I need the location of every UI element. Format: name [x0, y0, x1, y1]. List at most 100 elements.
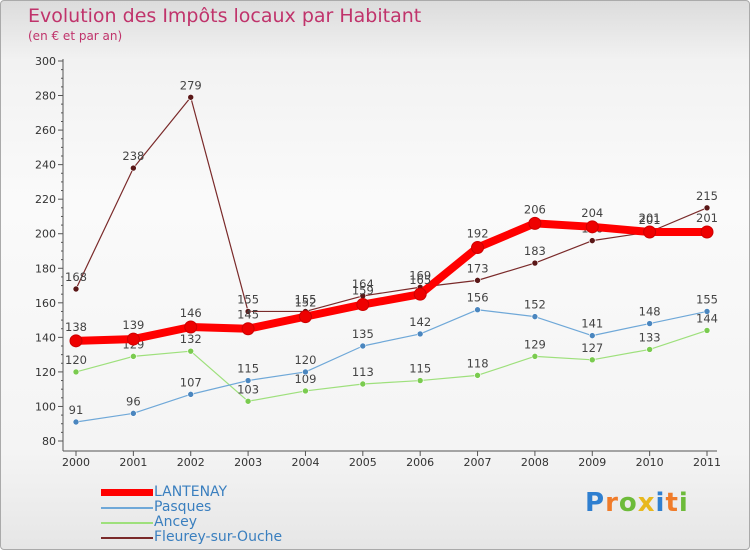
data-label-lantenay: 139 — [122, 318, 144, 332]
legend-swatch-lantenay — [101, 489, 153, 496]
data-point-lantenay — [700, 225, 714, 239]
x-tick-label: 2011 — [693, 456, 721, 469]
data-point-fleurey-sur-ouche — [187, 93, 195, 101]
data-label-fleurey-sur-ouche: 238 — [122, 149, 144, 163]
y-tick-label: 180 — [35, 262, 56, 275]
data-label-lantenay: 145 — [237, 308, 259, 322]
y-tick-label: 280 — [35, 90, 56, 103]
legend-label-lantenay: LANTENAY — [154, 484, 228, 500]
data-point-pasques — [646, 320, 653, 327]
legend-label-pasques: Pasques — [154, 499, 212, 515]
y-tick-label: 240 — [35, 159, 56, 172]
data-label-fleurey-sur-ouche: 168 — [65, 270, 87, 284]
data-label-lantenay: 192 — [467, 227, 489, 241]
data-point-ancey — [187, 347, 195, 355]
data-label-pasques: 107 — [180, 375, 202, 389]
data-label-ancey: 103 — [237, 382, 259, 396]
data-point-fleurey-sur-ouche — [474, 277, 481, 284]
data-label-ancey: 118 — [467, 356, 489, 370]
data-point-pasques — [359, 342, 367, 350]
data-label-lantenay: 206 — [524, 202, 546, 216]
data-point-lantenay — [241, 322, 255, 336]
data-label-ancey: 133 — [639, 330, 661, 344]
data-label-fleurey-sur-ouche: 155 — [294, 292, 316, 306]
chart-subtitle: (en € et par an) — [28, 29, 123, 43]
logo-letter: P — [585, 488, 606, 518]
data-point-lantenay — [184, 320, 198, 334]
data-label-ancey: 144 — [696, 311, 718, 325]
legend-item-lantenay: LANTENAY — [101, 484, 361, 500]
y-tick-label: 140 — [35, 331, 56, 344]
logo-letter: o — [618, 488, 638, 518]
data-point-pasques — [244, 377, 252, 384]
data-point-ancey — [130, 353, 137, 360]
data-point-fleurey-sur-ouche — [244, 308, 252, 315]
data-point-pasques — [130, 410, 137, 417]
data-point-fleurey-sur-ouche — [72, 285, 80, 293]
data-label-ancey: 109 — [294, 372, 316, 386]
y-tick-label: 300 — [35, 55, 56, 68]
data-label-lantenay: 152 — [294, 296, 316, 310]
data-point-lantenay — [585, 220, 599, 234]
data-label-ancey: 132 — [180, 332, 202, 346]
x-tick-label: 2005 — [349, 456, 377, 469]
data-label-fleurey-sur-ouche: 173 — [467, 261, 489, 275]
data-point-fleurey-sur-ouche — [588, 237, 596, 244]
data-point-pasques — [72, 418, 80, 426]
logo-letter: t — [665, 488, 679, 518]
data-label-lantenay: 201 — [639, 211, 661, 225]
data-label-pasques: 148 — [639, 305, 661, 319]
y-tick-label: 120 — [35, 366, 56, 379]
data-label-fleurey-sur-ouche: 183 — [524, 244, 546, 258]
data-label-lantenay: 146 — [180, 306, 202, 320]
legend-swatch-fleurey — [101, 537, 153, 539]
data-point-lantenay — [298, 310, 312, 324]
data-point-lantenay — [126, 332, 140, 346]
logo-letter: i — [655, 488, 666, 518]
logo-letter: i — [678, 488, 689, 518]
series-line-lantenay — [72, 219, 711, 345]
x-tick-label: 2003 — [234, 456, 262, 469]
data-label-pasques: 91 — [69, 403, 84, 417]
data-point-pasques — [531, 313, 539, 320]
data-point-fleurey-sur-ouche — [703, 204, 711, 212]
data-point-fleurey-sur-ouche — [130, 164, 137, 172]
y-tick-label: 160 — [35, 297, 56, 310]
chart-title: Evolution des Impôts locaux par Habitant — [28, 5, 422, 27]
data-label-fleurey-sur-ouche: 215 — [696, 189, 718, 203]
x-tick-label: 2000 — [62, 456, 90, 469]
data-point-ancey — [244, 397, 252, 405]
legend-swatch-pasques — [101, 507, 153, 509]
data-point-ancey — [646, 346, 653, 353]
data-point-ancey — [72, 368, 80, 376]
logo-letter: r — [605, 488, 619, 518]
legend-label-ancey: Ancey — [154, 514, 198, 530]
data-label-pasques: 155 — [696, 292, 718, 306]
data-label-pasques: 135 — [352, 327, 374, 341]
data-point-fleurey-sur-ouche — [531, 259, 539, 267]
data-label-fleurey-sur-ouche: 169 — [409, 268, 431, 282]
legend-item-pasques: Pasques — [101, 499, 361, 515]
x-tick-label: 2002 — [177, 456, 205, 469]
data-label-pasques: 120 — [294, 353, 316, 367]
data-point-ancey — [703, 327, 711, 334]
data-point-lantenay — [356, 298, 370, 312]
y-tick-label: 200 — [35, 228, 56, 241]
data-label-pasques: 96 — [126, 394, 141, 408]
data-label-fleurey-sur-ouche: 164 — [352, 277, 374, 291]
logo-letter: x — [637, 488, 656, 518]
data-label-ancey: 113 — [352, 365, 374, 379]
x-tick-label: 2009 — [578, 456, 606, 469]
legend-label-fleurey: Fleurey-sur-Ouche — [154, 529, 283, 545]
data-label-pasques: 115 — [237, 362, 259, 376]
data-label-lantenay: 204 — [581, 206, 603, 220]
x-tick-label: 2008 — [521, 456, 549, 469]
data-point-ancey — [474, 372, 481, 379]
data-point-lantenay — [528, 216, 542, 230]
x-tick-label: 2001 — [119, 456, 147, 469]
data-point-pasques — [302, 368, 309, 376]
data-label-pasques: 142 — [409, 315, 431, 329]
data-point-ancey — [416, 377, 424, 384]
